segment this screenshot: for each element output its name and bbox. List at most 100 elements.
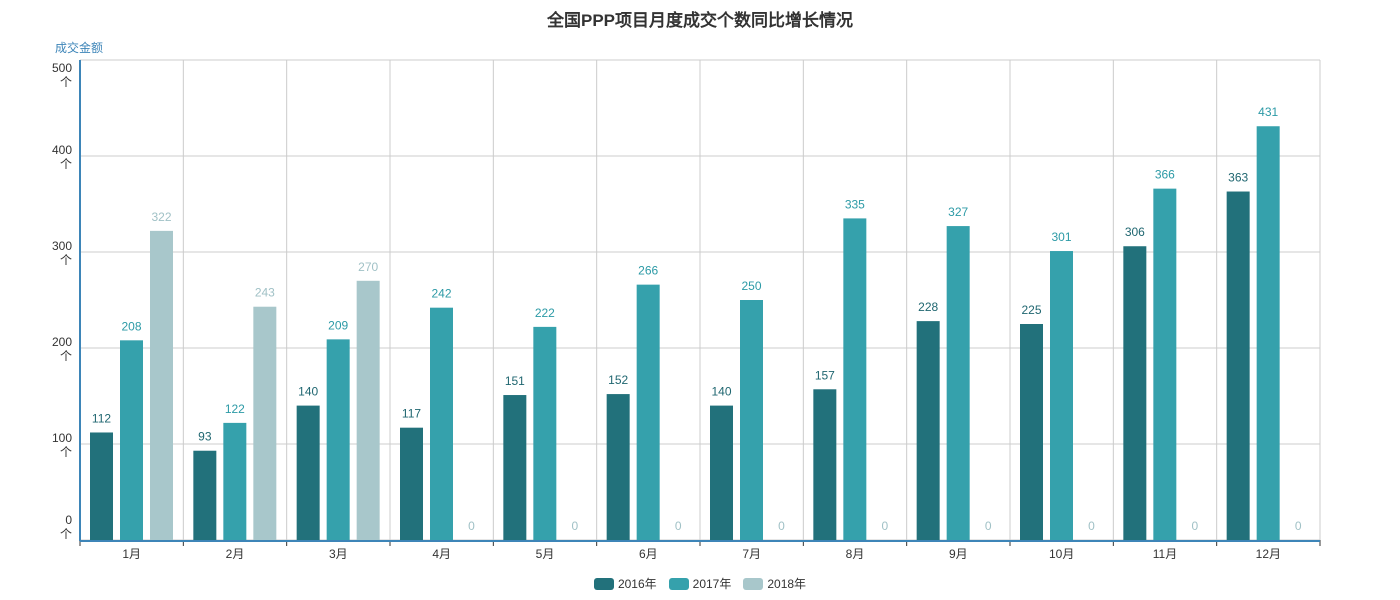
bar-2018年 xyxy=(253,306,277,540)
legend-swatch xyxy=(593,577,614,590)
bar-2016年 xyxy=(90,432,113,540)
data-label: 322 xyxy=(151,210,171,224)
y-tick-unit: 个 xyxy=(60,157,72,171)
data-label: 209 xyxy=(328,318,348,332)
bar-2017年 xyxy=(843,218,867,540)
x-tick-label: 5月 xyxy=(536,547,555,561)
data-label: 366 xyxy=(1155,168,1175,182)
y-axis-title: 成交金额 xyxy=(55,40,103,55)
y-tick-unit: 个 xyxy=(60,253,72,267)
legend-label: 2017年 xyxy=(692,577,732,591)
bar-2017年 xyxy=(1050,251,1073,541)
x-tick-label: 6月 xyxy=(639,547,658,561)
bar-2017年 xyxy=(1153,188,1177,540)
data-label: 208 xyxy=(121,319,141,333)
bar-2018年 xyxy=(356,280,380,540)
data-label: 431 xyxy=(1258,105,1278,119)
data-label: 250 xyxy=(741,279,761,293)
data-label: 0 xyxy=(571,519,578,533)
data-label: 243 xyxy=(255,286,275,300)
y-tick-unit: 个 xyxy=(60,445,72,459)
x-tick-label: 8月 xyxy=(846,547,865,561)
bar-2017年 xyxy=(120,340,143,540)
legend-swatch xyxy=(668,577,689,590)
data-label: 93 xyxy=(198,430,212,444)
data-label: 222 xyxy=(535,306,555,320)
data-label: 270 xyxy=(358,260,378,274)
x-tick-label: 2月 xyxy=(226,547,245,561)
x-tick-label: 4月 xyxy=(432,547,451,561)
chart-title: 全国PPP项目月度成交个数同比增长情况 xyxy=(546,11,854,30)
legend: 2016年 2017年 2018年 xyxy=(0,575,1400,592)
bar-2016年 xyxy=(710,405,733,540)
legend-label: 2016年 xyxy=(617,577,657,591)
y-tick-unit: 个 xyxy=(60,75,72,89)
bar-2016年 xyxy=(1226,191,1250,540)
legend-label: 2018年 xyxy=(767,577,807,591)
legend-item[interactable]: 2018年 xyxy=(743,575,806,592)
data-label: 242 xyxy=(431,287,451,301)
x-tick-label: 1月 xyxy=(122,547,141,561)
bar-2017年 xyxy=(430,307,453,540)
data-label: 0 xyxy=(985,519,992,533)
bar-2016年 xyxy=(916,321,940,540)
data-label: 0 xyxy=(881,519,888,533)
bar-2016年 xyxy=(400,427,423,540)
bar-2016年 xyxy=(1123,246,1147,541)
bar-2017年 xyxy=(636,284,660,540)
bar-2017年 xyxy=(740,300,763,540)
y-tick-label: 0 xyxy=(65,513,72,527)
data-label: 157 xyxy=(815,368,835,382)
bar-2017年 xyxy=(533,326,557,540)
data-label: 228 xyxy=(918,300,938,314)
y-tick-label: 100 xyxy=(52,431,72,445)
data-label: 306 xyxy=(1125,225,1145,239)
data-label: 112 xyxy=(92,411,111,425)
data-label: 151 xyxy=(505,374,525,388)
data-label: 0 xyxy=(468,519,475,533)
bar-2017年 xyxy=(326,339,350,540)
data-label: 152 xyxy=(608,373,628,387)
data-label: 301 xyxy=(1051,230,1071,244)
data-label: 266 xyxy=(638,264,658,278)
bar-2016年 xyxy=(503,395,527,540)
bar-2016年 xyxy=(296,405,320,540)
data-label: 335 xyxy=(845,197,865,211)
x-tick-label: 9月 xyxy=(949,547,968,561)
bar-2017年 xyxy=(223,422,247,540)
data-label: 0 xyxy=(675,519,682,533)
y-tick-unit: 个 xyxy=(60,349,72,363)
x-tick-label: 12月 xyxy=(1256,547,1281,561)
bar-2018年 xyxy=(150,230,173,540)
x-tick-label: 3月 xyxy=(329,547,348,561)
bar-2016年 xyxy=(1020,324,1043,540)
data-label: 225 xyxy=(1021,303,1041,317)
x-tick-label: 7月 xyxy=(742,547,761,561)
y-tick-unit: 个 xyxy=(60,527,72,541)
y-tick-label: 200 xyxy=(52,335,72,349)
bar-2016年 xyxy=(193,450,217,540)
legend-swatch xyxy=(743,577,764,590)
data-label: 0 xyxy=(1295,519,1302,533)
data-label: 363 xyxy=(1228,171,1248,185)
bar-2017年 xyxy=(946,226,970,540)
legend-item[interactable]: 2017年 xyxy=(668,575,732,592)
data-label: 140 xyxy=(298,385,318,399)
bar-2017年 xyxy=(1256,126,1280,541)
y-tick-label: 500 xyxy=(52,61,72,75)
data-label: 327 xyxy=(948,205,968,219)
x-tick-label: 11月 xyxy=(1153,547,1177,561)
data-label: 0 xyxy=(778,519,785,533)
bar-2016年 xyxy=(606,394,630,540)
data-label: 0 xyxy=(1088,519,1095,533)
data-label: 122 xyxy=(225,402,245,416)
data-label: 140 xyxy=(711,385,731,399)
bar-2016年 xyxy=(813,389,837,540)
y-tick-label: 300 xyxy=(52,239,72,253)
y-tick-label: 400 xyxy=(52,143,72,157)
data-label: 0 xyxy=(1191,519,1198,533)
legend-item[interactable]: 2016年 xyxy=(593,575,657,592)
x-tick-label: 10月 xyxy=(1049,547,1074,561)
data-label: 117 xyxy=(402,407,421,421)
